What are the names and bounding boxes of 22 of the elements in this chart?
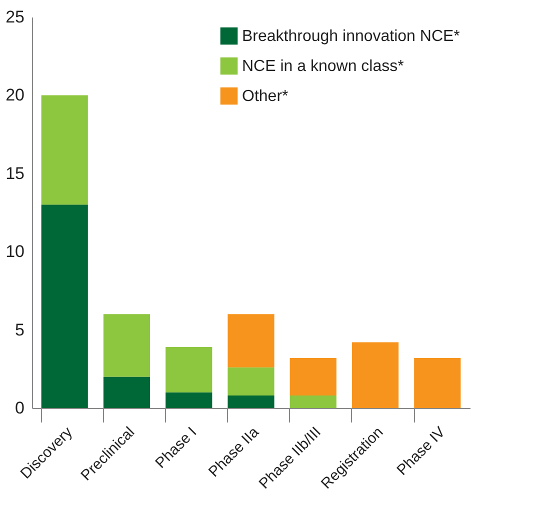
y-tick-label: 25 bbox=[6, 8, 24, 26]
y-tick-label: 10 bbox=[6, 242, 24, 262]
legend-label: NCE in a known class* bbox=[242, 58, 404, 75]
bar bbox=[352, 342, 399, 408]
bar bbox=[41, 204, 88, 408]
y-tick-label: 20 bbox=[6, 86, 24, 105]
legend-label: Breakthrough innovation NCE* bbox=[242, 28, 460, 45]
bar bbox=[103, 376, 150, 408]
bar bbox=[166, 347, 212, 392]
bar bbox=[103, 314, 150, 377]
bar bbox=[228, 314, 274, 368]
bar bbox=[166, 392, 212, 408]
bar bbox=[414, 358, 461, 408]
bar bbox=[290, 395, 336, 408]
y-tick-label: 15 bbox=[6, 164, 24, 183]
bar bbox=[41, 95, 88, 205]
y-tick-label: 5 bbox=[15, 320, 24, 340]
bar bbox=[228, 367, 274, 396]
legend-label: Other* bbox=[242, 88, 288, 105]
y-tick-label: 0 bbox=[15, 398, 24, 418]
bar bbox=[228, 395, 274, 408]
bar bbox=[290, 358, 336, 396]
